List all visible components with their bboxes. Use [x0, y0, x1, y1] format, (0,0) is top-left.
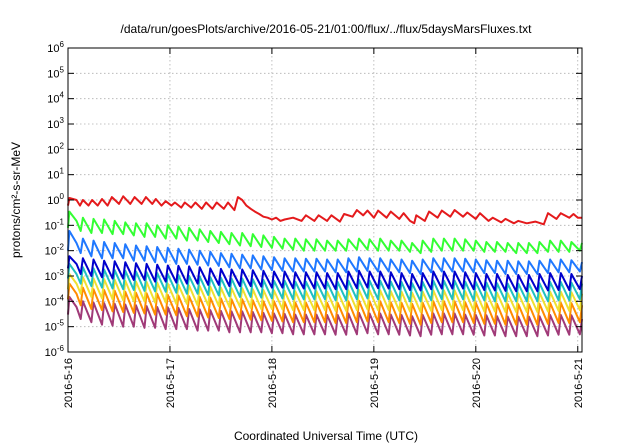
y-axis: 10-6 10-5 10-4 10-3 10-2 10-1 100 101 102 103 104 1…: [45, 40, 582, 359]
y-tick-label: 105: [47, 65, 64, 80]
x-tick-label: 2016-5-20: [471, 358, 483, 408]
y-tick-label: 104: [47, 91, 64, 106]
series-line-6: [67, 273, 583, 313]
series-line-7: [67, 282, 583, 326]
y-tick-label: 10-3: [45, 268, 65, 283]
y-tick-label: 101: [47, 167, 64, 182]
y-tick-label: 103: [47, 116, 64, 131]
series-line-5: [67, 262, 583, 303]
y-tick-label: 100: [47, 192, 64, 207]
x-axis: 2016-5-16 2016-5-17 2016-5-18 2016-5-19 2016…: [63, 48, 585, 408]
series-line-2: [67, 210, 583, 255]
y-tick-label: 106: [47, 40, 64, 55]
y-tick-label: 10-2: [45, 243, 65, 258]
series-line-8: [67, 295, 583, 338]
y-tick-label: 10-6: [45, 344, 65, 359]
series-group: [67, 195, 583, 338]
y-tick-label: 10-1: [45, 217, 65, 232]
y-tick-label: 10-4: [45, 293, 65, 308]
x-axis-label: Coordinated Universal Time (UTC): [234, 429, 418, 443]
x-tick-label: 2016-5-16: [63, 358, 75, 408]
x-tick-label: 2016-5-21: [573, 358, 585, 408]
chart-title: /data/run/goesPlots/archive/2016-05-21/0…: [121, 22, 533, 36]
y-tick-label: 102: [47, 141, 64, 156]
x-tick-label: 2016-5-18: [267, 358, 279, 408]
x-tick-label: 2016-5-19: [369, 358, 381, 408]
series-line-3: [67, 230, 583, 275]
x-tick-label: 2016-5-17: [165, 358, 177, 408]
series-line-4: [67, 255, 583, 293]
y-axis-label: protons/cm²-s-sr-MeV: [9, 142, 23, 258]
y-tick-label: 10-5: [45, 319, 65, 334]
series-line-1: [67, 195, 582, 226]
